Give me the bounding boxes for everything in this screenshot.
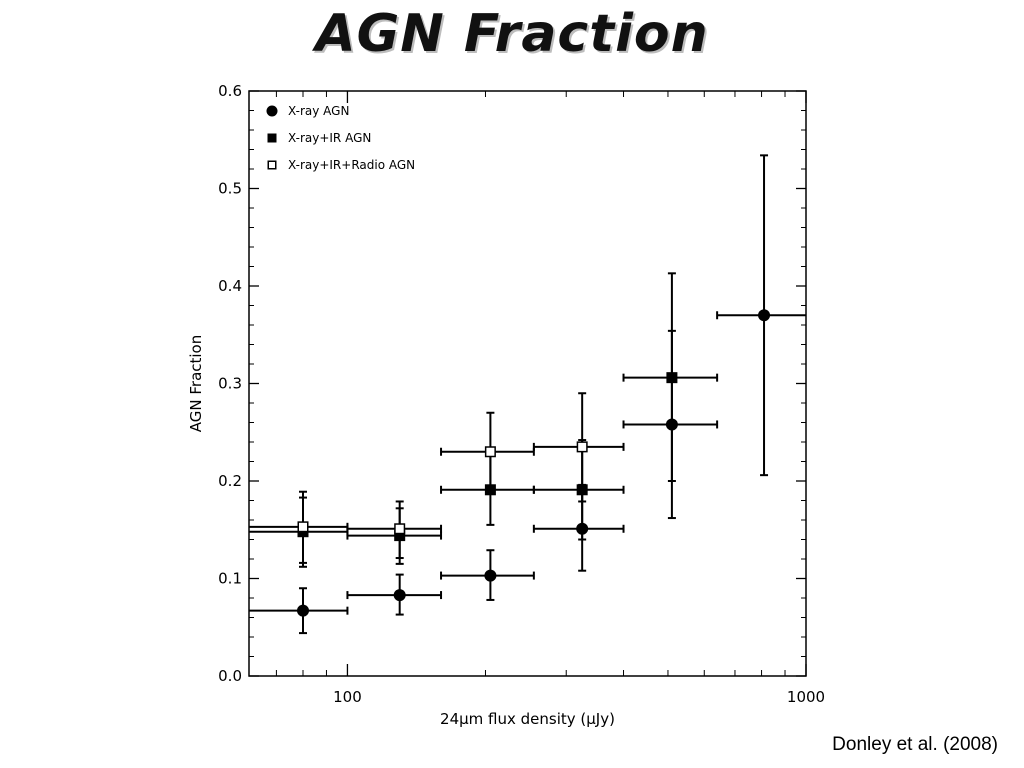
y-tick-label: 0.1	[218, 570, 242, 588]
data-point-open-square	[297, 521, 309, 533]
data-point-open-square	[394, 523, 406, 535]
error-bars	[249, 154, 806, 635]
x-axis-title: 24μm flux density (μJy)	[440, 710, 615, 728]
y-tick-label: 0.2	[218, 472, 242, 490]
y-axis-title: AGN Fraction	[187, 335, 205, 433]
citation: Donley et al. (2008)	[832, 734, 998, 755]
data-point-open-square	[576, 441, 588, 453]
data-point-filled-square	[576, 484, 588, 496]
data-point-filled-square	[666, 372, 678, 384]
y-tick-label: 0.4	[218, 277, 242, 295]
y-tick-label: 0.6	[218, 82, 242, 100]
plot-border	[248, 90, 807, 677]
x-tick-label: 1000	[787, 688, 825, 706]
data-markers	[297, 309, 771, 617]
legend-marker-filled-circle	[266, 105, 278, 117]
legend: X-ray AGN X-ray+IR AGN X-ray+IR+Radio AGN	[266, 104, 415, 172]
y-tick-label: 0.5	[218, 180, 242, 198]
legend-label: X-ray+IR AGN	[288, 131, 371, 145]
x-tick-label: 100	[333, 688, 362, 706]
legend-marker-open-square	[267, 160, 277, 170]
data-point-filled-square	[484, 484, 496, 496]
legend-label: X-ray AGN	[288, 104, 349, 118]
data-point-filled-circle	[297, 604, 310, 617]
data-point-filled-square	[394, 530, 406, 542]
data-point-filled-circle	[576, 522, 589, 535]
data-point-open-square	[484, 446, 496, 458]
data-point-filled-circle	[484, 569, 497, 582]
legend-label: X-ray+IR+Radio AGN	[288, 158, 415, 172]
plot-frame	[248, 90, 807, 677]
data-point-filled-circle	[758, 309, 771, 322]
slide-title: AGN Fraction	[315, 4, 709, 64]
data-point-filled-circle	[665, 418, 678, 431]
y-tick-label: 0.3	[218, 375, 242, 393]
axis-ticks: 0.0 0.1 0.2 0.3 0.4 0.5 0.6 100 1000	[218, 82, 825, 706]
legend-marker-filled-square	[267, 133, 277, 143]
data-point-filled-circle	[393, 589, 406, 602]
y-tick-label: 0.0	[218, 667, 242, 685]
